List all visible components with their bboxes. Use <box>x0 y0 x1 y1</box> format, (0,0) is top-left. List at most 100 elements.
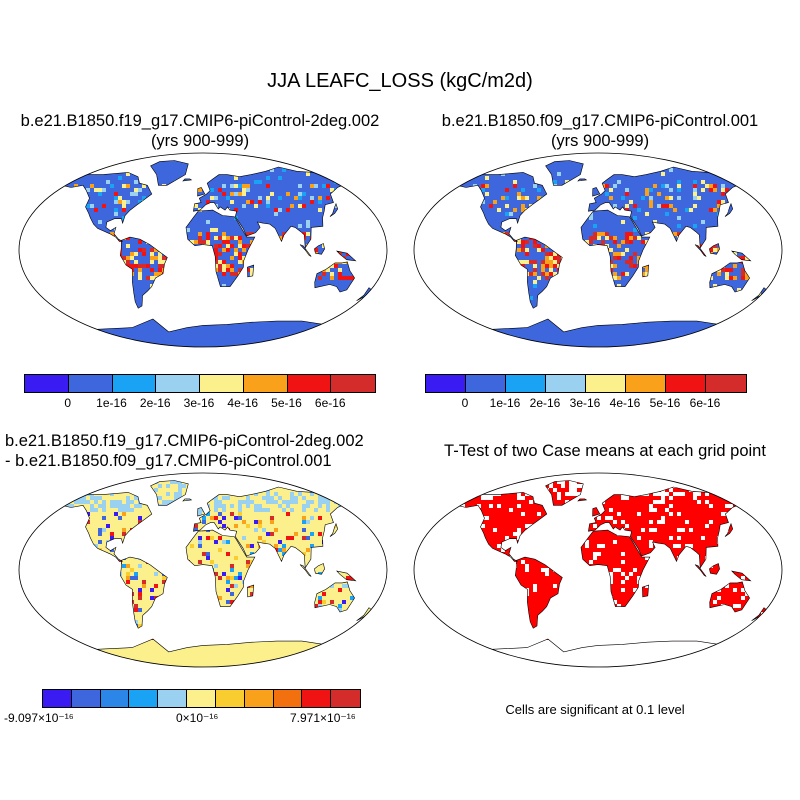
colorbar-box <box>273 690 303 707</box>
colorbar-box <box>666 375 706 392</box>
colorbar-box <box>112 375 157 392</box>
coastline-newguinea <box>336 570 357 582</box>
colorbar-box <box>71 690 101 707</box>
colorbar-box <box>158 690 188 707</box>
coastline-madagascar <box>642 264 650 278</box>
colorbar-box <box>331 690 360 707</box>
coastline-australia <box>709 261 750 293</box>
map-case2 <box>413 152 783 348</box>
map-border <box>413 472 783 668</box>
coastline-australia <box>709 581 750 613</box>
coastline-samerica <box>119 556 168 629</box>
colorbar-box <box>706 375 746 392</box>
colorbar-box <box>466 375 506 392</box>
colorbar-difference <box>42 689 361 708</box>
coastline-borneo <box>314 563 325 575</box>
panel-2-title-line2: (yrs 900-999) <box>550 132 650 150</box>
colorbar-tick-label: 5e-16 <box>649 396 681 410</box>
coastline-uk <box>197 187 206 197</box>
coastline-eurasia <box>193 486 357 569</box>
colorbar-tick-label: 0 <box>461 396 469 410</box>
colorbar-box <box>129 690 159 707</box>
panel-3-title: b.e21.B1850.f19_g17.CMIP6-piControl-2deg… <box>0 431 405 471</box>
colorbar-diff-mid-label: 0×10⁻¹⁶ <box>176 711 219 725</box>
colorbar-tick-label: 4e-16 <box>609 396 641 410</box>
colorbar-box <box>586 375 626 392</box>
colorbar-box <box>200 375 244 392</box>
coastline-greenland <box>545 160 584 186</box>
colorbar-box <box>43 690 72 707</box>
coastline-eurasia <box>193 166 357 249</box>
map-border <box>18 472 388 668</box>
panel-1-title: b.e21.B1850.f19_g17.CMIP6-piControl-2deg… <box>0 111 400 151</box>
coastline-japan <box>329 522 339 537</box>
coastline-namerica <box>456 492 548 562</box>
coastline-uk <box>197 507 206 517</box>
colorbar-tick-label: 3e-16 <box>183 396 215 410</box>
coastline-samerica <box>514 556 563 629</box>
colorbar-box <box>25 375 69 392</box>
coastline-madagascar <box>247 264 255 278</box>
colorbar-tick-label: 1e-16 <box>96 396 127 410</box>
panel-4-title-line1: T-Test of two Case means at each grid po… <box>444 442 766 460</box>
colorbar-tick-label: 6e-16 <box>689 396 721 410</box>
panel-2-title-line1: b.e21.B1850.f09_g17.CMIP6-piControl.001 <box>441 112 759 130</box>
coastline-samerica <box>119 236 168 309</box>
colorbar-box <box>626 375 666 392</box>
coastline-iceland <box>182 178 193 182</box>
coastline-eurasia <box>588 486 752 569</box>
significance-note: Cells are significant at 0.1 level <box>505 702 685 717</box>
coastline-sumatra <box>694 564 707 577</box>
colorbar-case1 <box>24 374 376 393</box>
coastline-japan <box>329 202 339 217</box>
colorbar-diff-max-label: 7.971×10⁻¹⁶ <box>290 711 356 725</box>
coastline-borneo <box>314 243 325 255</box>
coastline-namerica <box>456 172 548 242</box>
panel-3-title-line2: - b.e21.B1850.f09_g17.CMIP6-piControl.00… <box>5 452 332 470</box>
colorbar-tick-label: 0 <box>64 396 72 410</box>
coastline-africa <box>185 529 256 607</box>
coastline-australia <box>314 581 355 613</box>
coastline-africa <box>580 529 651 607</box>
coastline-africa <box>580 209 651 287</box>
colorbar-box <box>244 690 274 707</box>
coastline-iceland <box>182 498 193 502</box>
map-case1 <box>18 152 388 348</box>
map-difference <box>18 472 388 668</box>
coastline-sumatra <box>299 564 312 577</box>
map-border <box>413 152 783 348</box>
colorbar-box <box>546 375 586 392</box>
panel-4-title: T-Test of two Case means at each grid po… <box>420 441 790 461</box>
coastline-uk <box>592 507 601 517</box>
colorbar-box <box>68 375 113 392</box>
panel-2-title: b.e21.B1850.f09_g17.CMIP6-piControl.001 … <box>400 111 800 151</box>
colorbar-tick-label: 4e-16 <box>227 396 259 410</box>
coastline-iceland <box>577 178 588 182</box>
coastline-madagascar <box>642 584 650 598</box>
coastline-iceland <box>577 498 588 502</box>
coastline-madagascar <box>247 584 255 598</box>
coastline-sumatra <box>299 244 312 257</box>
coastline-australia <box>314 261 355 293</box>
colorbar-box <box>506 375 546 392</box>
colorbar-diff-min-label: -9.097×10⁻¹⁶ <box>4 711 74 725</box>
coastline-eurasia <box>588 166 752 249</box>
colorbar-tick-label: 2e-16 <box>139 396 171 410</box>
map-ttest <box>413 472 783 668</box>
panel-3-title-line1: b.e21.B1850.f19_g17.CMIP6-piControl-2deg… <box>5 432 364 450</box>
coastline-newguinea <box>336 250 357 262</box>
colorbar-tick-label: 3e-16 <box>569 396 601 410</box>
colorbar-box <box>426 375 466 392</box>
map-border <box>18 152 388 348</box>
colorbar-tick-label: 1e-16 <box>489 396 521 410</box>
coastline-namerica <box>61 172 153 242</box>
colorbar-tick-label: 6e-16 <box>314 396 346 410</box>
colorbar-box <box>243 375 288 392</box>
coastline-japan <box>724 522 734 537</box>
coastline-uk <box>592 187 601 197</box>
coastline-samerica <box>514 236 563 309</box>
colorbar-box <box>187 690 216 707</box>
coastline-borneo <box>709 563 720 575</box>
coastline-africa <box>185 209 256 287</box>
panel-1-title-line2: (yrs 900-999) <box>150 132 250 150</box>
